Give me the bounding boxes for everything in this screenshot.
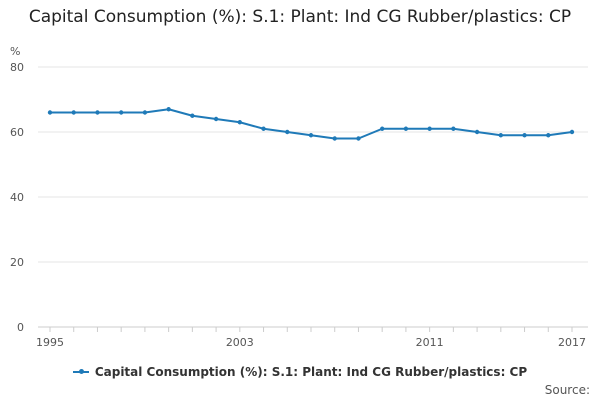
x-tick-label: 2017: [558, 336, 586, 349]
data-point: [166, 107, 171, 112]
data-point: [213, 116, 219, 122]
data-point: [261, 126, 266, 131]
x-tick-label: 1995: [36, 336, 64, 349]
y-tick-label: 80: [10, 61, 24, 74]
data-point: [356, 136, 361, 141]
y-axis-unit: %: [10, 45, 20, 58]
data-point: [95, 110, 100, 115]
x-tick-label: 2003: [226, 336, 254, 349]
y-tick-label: 20: [10, 256, 24, 269]
legend: Capital Consumption (%): S.1: Plant: Ind…: [0, 365, 600, 379]
y-tick-label: 40: [10, 191, 24, 204]
chart-title: Capital Consumption (%): S.1: Plant: Ind…: [28, 7, 572, 27]
legend-swatch: [72, 367, 89, 377]
data-point: [332, 136, 337, 141]
series-group: [47, 107, 575, 141]
data-point: [71, 110, 76, 115]
data-point: [308, 133, 314, 138]
y-tick-label: 0: [17, 321, 24, 334]
data-point: [118, 110, 124, 115]
data-point: [451, 126, 456, 131]
data-point: [498, 133, 504, 138]
data-point: [285, 129, 290, 135]
legend-label: Capital Consumption (%): S.1: Plant: Ind…: [94, 365, 528, 379]
source-label: Source:: [544, 383, 590, 397]
data-point: [142, 110, 148, 115]
x-axis: 1995 2003 2011 2017: [36, 327, 586, 349]
data-point: [237, 120, 243, 125]
data-point: [546, 133, 551, 138]
data-point: [522, 133, 527, 138]
data-point: [190, 113, 195, 118]
y-axis-ticks: 0 20 40 60 80: [10, 61, 24, 334]
data-point: [427, 126, 432, 131]
data-point: [403, 126, 409, 131]
data-point: [47, 110, 53, 115]
data-point: [379, 126, 385, 131]
x-tick-label: 2011: [416, 336, 444, 349]
data-point: [569, 129, 575, 135]
gridlines: [38, 66, 588, 328]
data-point: [474, 129, 480, 135]
y-tick-label: 60: [10, 126, 24, 139]
